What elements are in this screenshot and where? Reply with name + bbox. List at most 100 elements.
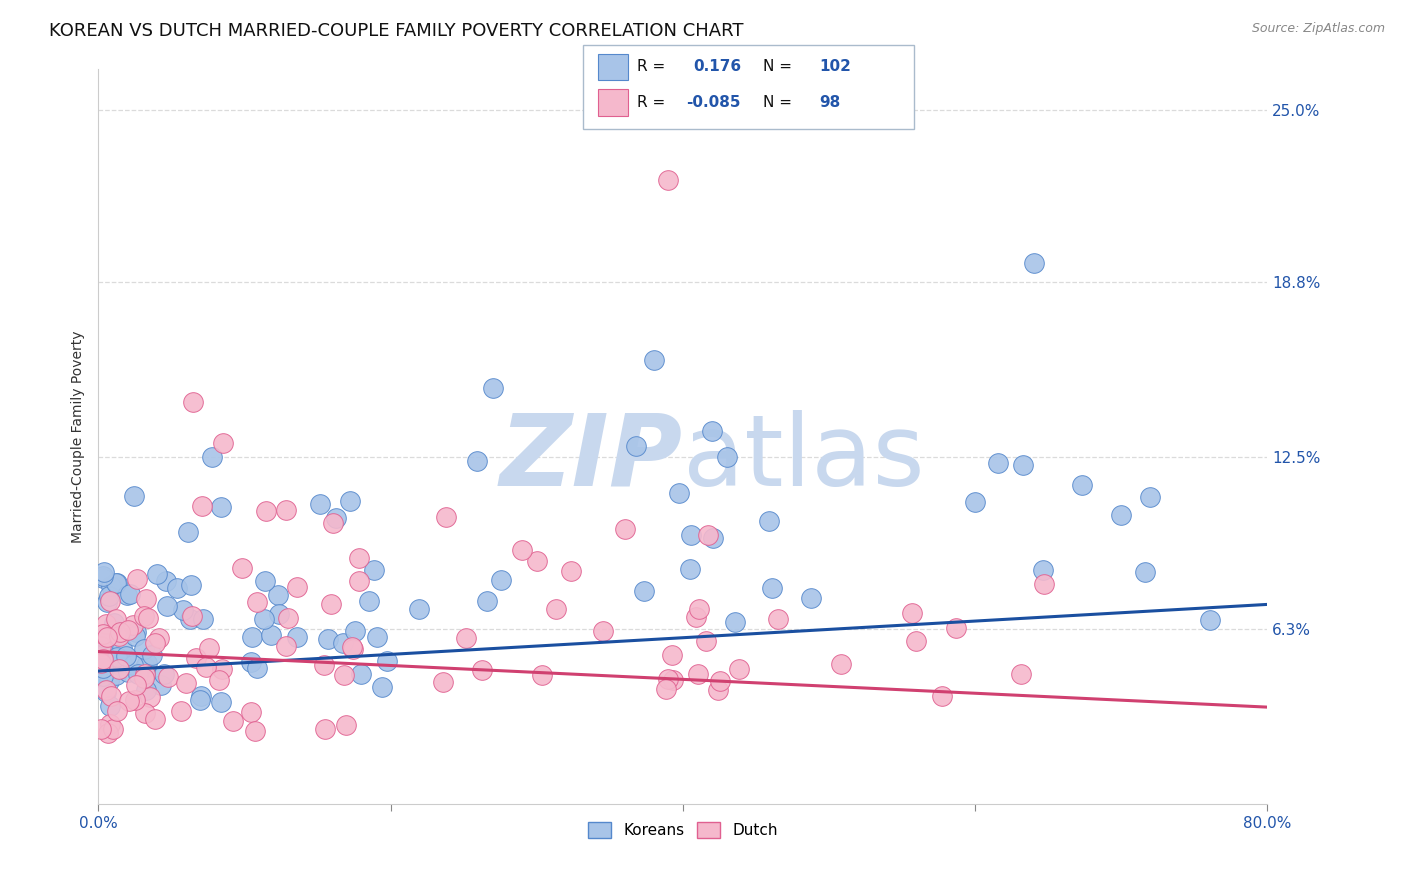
Point bbox=[209, 695, 232, 709]
Point bbox=[98, 699, 121, 714]
Text: ZIP: ZIP bbox=[501, 410, 683, 507]
Text: atlas: atlas bbox=[683, 410, 925, 507]
Point bbox=[544, 602, 567, 616]
Point bbox=[177, 524, 200, 539]
Point bbox=[332, 667, 354, 681]
Point bbox=[118, 693, 141, 707]
Point bbox=[277, 611, 299, 625]
Point bbox=[135, 683, 157, 698]
Text: 0.176: 0.176 bbox=[693, 60, 741, 74]
Point bbox=[530, 668, 553, 682]
Point bbox=[434, 510, 457, 524]
Point bbox=[1022, 256, 1045, 270]
Point bbox=[105, 668, 128, 682]
Point bbox=[246, 661, 269, 675]
Point bbox=[342, 640, 364, 654]
Point bbox=[150, 678, 173, 692]
Point bbox=[240, 706, 263, 720]
Point bbox=[344, 624, 367, 639]
Point bbox=[153, 666, 176, 681]
Point bbox=[285, 631, 308, 645]
Text: R =: R = bbox=[637, 95, 665, 110]
Point bbox=[314, 722, 336, 736]
Point bbox=[371, 680, 394, 694]
Point bbox=[94, 683, 117, 698]
Point bbox=[1198, 613, 1220, 627]
Point bbox=[643, 353, 665, 368]
Point bbox=[156, 599, 179, 613]
Point bbox=[91, 569, 114, 583]
Point bbox=[184, 651, 207, 665]
Point bbox=[309, 497, 332, 511]
Point bbox=[696, 528, 718, 542]
Point bbox=[1012, 458, 1035, 473]
Point bbox=[510, 543, 533, 558]
Point bbox=[208, 673, 231, 687]
Point bbox=[188, 693, 211, 707]
Point bbox=[239, 655, 262, 669]
Point bbox=[94, 631, 117, 645]
Point bbox=[260, 628, 283, 642]
Point bbox=[101, 722, 124, 736]
Point bbox=[1032, 563, 1054, 577]
Point bbox=[180, 578, 202, 592]
Point bbox=[274, 639, 297, 653]
Point bbox=[285, 580, 308, 594]
Point bbox=[685, 609, 707, 624]
Point bbox=[560, 564, 582, 578]
Point bbox=[148, 632, 170, 646]
Point bbox=[709, 674, 731, 689]
Point bbox=[172, 602, 194, 616]
Point bbox=[702, 531, 724, 545]
Point bbox=[136, 611, 159, 625]
Point bbox=[156, 670, 179, 684]
Point bbox=[91, 660, 114, 674]
Point bbox=[945, 621, 967, 635]
Point bbox=[127, 667, 149, 681]
Point bbox=[105, 649, 128, 664]
Point bbox=[325, 511, 347, 525]
Point bbox=[679, 562, 702, 576]
Point bbox=[117, 665, 139, 680]
Point bbox=[319, 597, 342, 611]
Point bbox=[134, 642, 156, 657]
Point bbox=[686, 666, 709, 681]
Point bbox=[174, 676, 197, 690]
Point bbox=[1139, 490, 1161, 504]
Point bbox=[141, 648, 163, 663]
Text: N =: N = bbox=[763, 60, 793, 74]
Point bbox=[155, 574, 177, 588]
Text: 102: 102 bbox=[820, 60, 852, 74]
Point bbox=[716, 450, 738, 465]
Point bbox=[118, 586, 141, 600]
Point bbox=[266, 588, 288, 602]
Point bbox=[222, 714, 245, 729]
Point bbox=[316, 632, 339, 647]
Point bbox=[209, 500, 232, 515]
Point bbox=[465, 454, 488, 468]
Point bbox=[707, 682, 730, 697]
Point bbox=[800, 591, 823, 606]
Point bbox=[332, 636, 354, 650]
Point bbox=[830, 657, 852, 671]
Point bbox=[96, 643, 118, 657]
Point bbox=[90, 657, 112, 671]
Point bbox=[276, 503, 298, 517]
Point bbox=[201, 450, 224, 464]
Point bbox=[375, 654, 398, 668]
Point bbox=[143, 712, 166, 726]
Point bbox=[91, 627, 114, 641]
Point bbox=[211, 436, 233, 450]
Point bbox=[170, 704, 193, 718]
Point bbox=[314, 658, 336, 673]
Point bbox=[98, 717, 121, 731]
Point bbox=[655, 681, 678, 696]
Point bbox=[254, 503, 277, 517]
Point bbox=[111, 640, 134, 655]
Point bbox=[633, 583, 655, 598]
Point bbox=[98, 594, 121, 608]
Point bbox=[97, 653, 120, 667]
Point bbox=[105, 576, 128, 591]
Point bbox=[1070, 478, 1092, 492]
Point bbox=[107, 629, 129, 643]
